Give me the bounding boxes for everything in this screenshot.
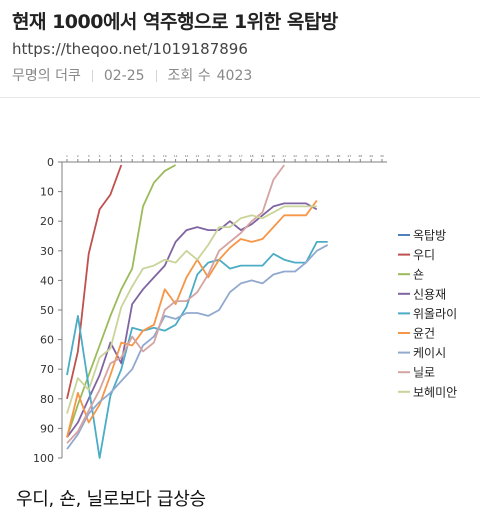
meta-divider: [155, 70, 157, 82]
post-date: 02-25: [103, 68, 145, 84]
views-count: 4023: [216, 68, 253, 84]
post-caption: 우디, 숀, 닐로보다 급상승: [16, 489, 206, 510]
x-tick-label: 13: [195, 154, 199, 158]
legend-label: 우디: [413, 248, 435, 262]
x-tick-label: 1: [66, 154, 68, 158]
series-line-신용재: [66, 202, 318, 438]
x-tick-label: 2: [77, 154, 79, 158]
y-tick-label: 80: [40, 393, 54, 406]
x-tick-label: 29: [369, 154, 373, 158]
y-tick-labels: 0 10 20 30 40 50 60 70 80 90 100: [33, 156, 54, 465]
y-tick-label: 100: [33, 452, 54, 465]
header-divider: [0, 97, 480, 98]
x-tick-label: 19: [261, 154, 265, 158]
legend-label: 윤건: [413, 327, 435, 341]
x-tick-label: 4: [99, 154, 101, 158]
x-tick-label: 10: [163, 154, 167, 158]
legend-label: 숀: [413, 268, 424, 282]
x-tick-labels: 1 2 3 4 5 6 7 8 9 10 11 12 13 14 15 16 17 18 19 20 21 22 23 24 2…: [66, 154, 384, 158]
x-tick-label: 14: [206, 154, 210, 158]
x-tick-label: 22: [293, 154, 297, 158]
x-tick-label: 6: [120, 154, 122, 158]
y-tick-label: 70: [40, 363, 54, 376]
x-tick-label: 21: [282, 154, 286, 158]
y-tick-label: 90: [40, 422, 54, 435]
x-tick-label: 28: [358, 154, 362, 158]
legend-label: 옥탑방: [413, 229, 446, 243]
legend-label: 닐로: [413, 366, 435, 380]
series-lines: [66, 164, 329, 459]
x-tick-label: 25: [326, 154, 330, 158]
x-tick-label: 23: [304, 154, 308, 158]
x-tick-label: 20: [271, 154, 275, 158]
post-meta: 무명의 더쿠 02-25 조회 수 4023: [12, 66, 468, 86]
meta-divider: [91, 70, 93, 82]
y-tick-label: 60: [40, 334, 54, 347]
y-tick-label: 30: [40, 245, 54, 258]
x-tick-label: 8: [142, 154, 144, 158]
series-line-위올라이: [66, 241, 328, 459]
y-tick-label: 0: [47, 156, 54, 169]
y-tick-label: 50: [40, 304, 54, 317]
x-tick-label: 3: [88, 154, 90, 158]
x-tick-label: 27: [347, 154, 351, 158]
y-tick-label: 20: [40, 215, 54, 228]
x-tick-label: 9: [153, 154, 155, 158]
legend-label: 케이시: [413, 346, 446, 360]
x-tick-label: 17: [239, 154, 243, 158]
post-url-link[interactable]: https://theqoo.net/1019187896: [12, 40, 248, 58]
series-line-윤건: [66, 199, 318, 438]
series-line-우디: [66, 164, 123, 400]
x-tick-label: 11: [174, 154, 178, 158]
x-tick-label: 24: [315, 154, 319, 158]
x-tick-label: 18: [250, 154, 254, 158]
series-line-케이시: [66, 244, 329, 450]
y-tick-label: 10: [40, 186, 54, 199]
x-tick-label: 12: [185, 154, 189, 158]
x-tick-label: 5: [109, 154, 111, 158]
x-tick-label: 15: [217, 154, 221, 158]
author-name[interactable]: 무명의 더쿠: [12, 68, 81, 84]
series-line-닐로: [66, 164, 285, 444]
series-line-보헤미안: [66, 205, 317, 414]
x-tick-label: 7: [131, 154, 133, 158]
post-title: 현재 1000에서 역주행으로 1위한 옥탑방: [12, 11, 338, 33]
x-tick-label: 16: [228, 154, 232, 158]
y-tick-label: 40: [40, 274, 54, 287]
x-tick-label: 26: [337, 154, 341, 158]
views-label: 조회 수: [167, 68, 211, 84]
chart-axes: [58, 159, 387, 459]
legend-label: 보헤미안: [413, 385, 457, 399]
legend-label: 위올라이: [413, 307, 457, 321]
legend-label: 신용재: [413, 287, 446, 301]
x-tick-label: 30: [380, 154, 384, 158]
